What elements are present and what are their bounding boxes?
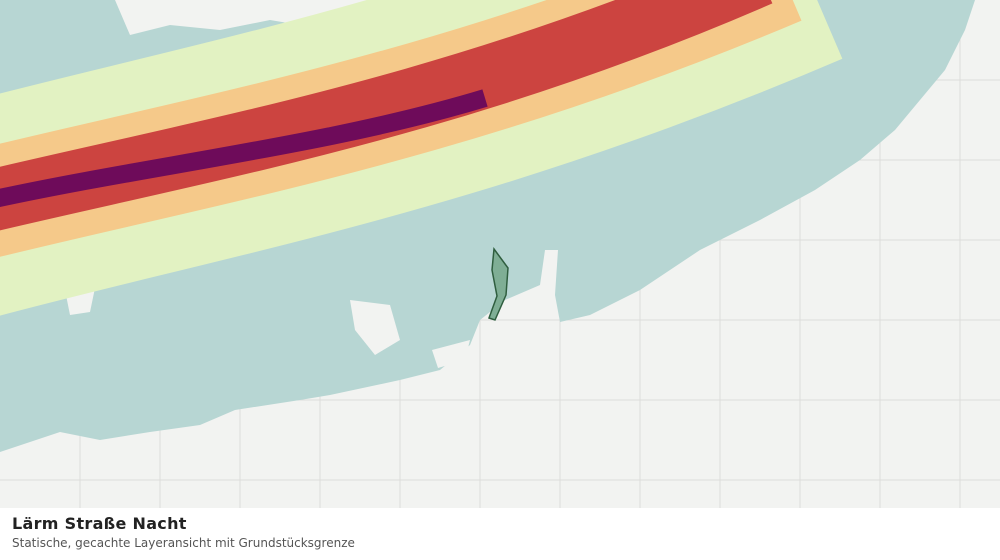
title: Lärm Straße Nacht xyxy=(12,514,187,533)
parcel-boundary[interactable] xyxy=(488,246,509,321)
noise-band-60db xyxy=(0,89,488,208)
noise-bands xyxy=(0,0,843,316)
subtitle: Statische, gecachte Layeransicht mit Gru… xyxy=(12,536,355,550)
map xyxy=(0,0,1000,508)
footer: Lärm Straße Nacht Statische, gecachte La… xyxy=(0,508,1000,560)
